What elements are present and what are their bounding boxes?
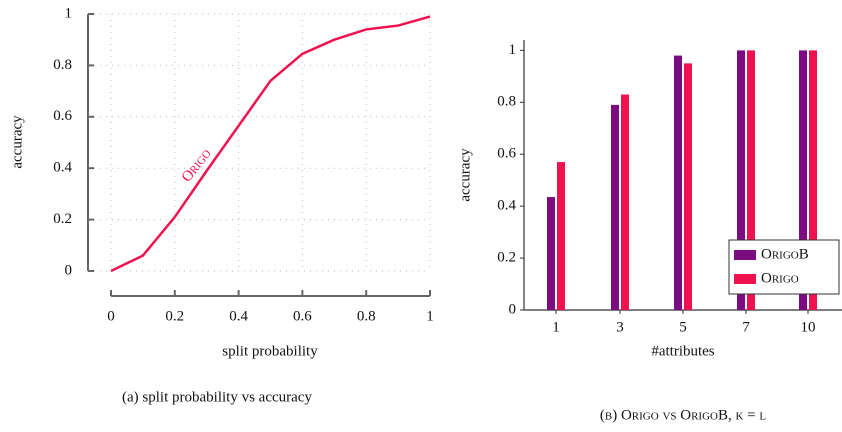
bar xyxy=(809,50,817,311)
line xyxy=(110,15,431,273)
x-tick-label: 7 xyxy=(742,319,750,335)
y-tick-label: 0 xyxy=(509,301,517,317)
legend-label: Origo xyxy=(761,270,799,286)
bar xyxy=(674,55,682,311)
x-tick-label: 0.4 xyxy=(229,308,248,324)
y-tick-label: 0.2 xyxy=(497,250,516,266)
bar xyxy=(611,104,619,311)
bar xyxy=(799,50,807,311)
x-tick-label: 1 xyxy=(426,308,434,324)
bar xyxy=(737,50,745,311)
x-axis-label: split probability xyxy=(222,343,318,359)
y-axis-label: accuracy xyxy=(9,115,25,169)
y-axis-label: accuracy xyxy=(457,148,473,202)
x-axis-label: #attributes xyxy=(651,343,714,359)
x-tick-label: 5 xyxy=(679,319,687,335)
y-tick-label: 0.8 xyxy=(53,57,72,73)
x-tick-label: 0.6 xyxy=(293,308,312,324)
y-tick-label: 1 xyxy=(509,42,517,58)
y-tick-label: 0.2 xyxy=(53,211,72,227)
y-tick-label: 0.6 xyxy=(497,146,516,162)
caption: (a) split probability vs accuracy xyxy=(122,389,312,405)
x-tick-label: 0.8 xyxy=(357,308,376,324)
y-tick-label: 0.4 xyxy=(497,198,516,214)
x-tick-label: 1 xyxy=(552,319,560,335)
caption: (b) Origo vs OrigoB, k = l xyxy=(600,407,766,423)
y-tick-label: 0.4 xyxy=(53,160,72,176)
bar xyxy=(547,197,555,310)
bar xyxy=(684,63,692,310)
x-tick-label: 3 xyxy=(616,319,624,335)
legend-swatch xyxy=(734,250,756,260)
x-tick-label: 0 xyxy=(107,308,115,324)
legend-label: OrigoB xyxy=(761,246,809,262)
x-tick-label: 0.2 xyxy=(165,308,184,324)
y-tick-label: 1 xyxy=(65,5,73,21)
bar xyxy=(621,94,629,311)
x-tick-label: 10 xyxy=(801,319,816,335)
y-tick-label: 0.6 xyxy=(53,108,72,124)
legend-swatch xyxy=(734,274,756,284)
y-tick-label: 0 xyxy=(65,262,73,278)
bar xyxy=(557,162,565,310)
bar xyxy=(747,50,755,311)
legend-box xyxy=(728,239,840,295)
y-tick-label: 0.8 xyxy=(497,94,516,110)
